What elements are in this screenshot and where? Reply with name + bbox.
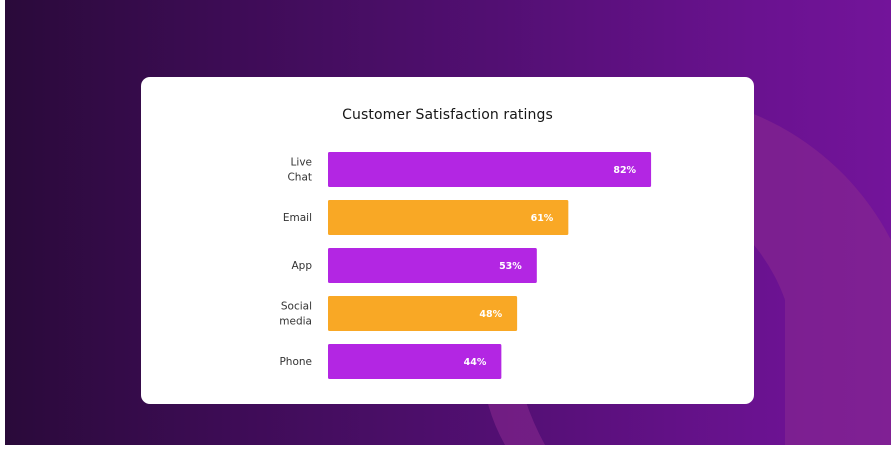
bar-app (328, 248, 537, 283)
category-label-line: Chat (287, 172, 312, 184)
bar-social-media (328, 296, 518, 331)
value-label: 61% (531, 213, 554, 224)
category-label: Phone (279, 356, 312, 368)
category-label-line: Live (291, 157, 312, 169)
chart-title: Customer Satisfaction ratings (342, 107, 553, 123)
bar-email (328, 200, 569, 235)
chart-card: Customer Satisfaction ratings 82% Live Cha… (141, 77, 754, 404)
bar-phone (328, 344, 502, 379)
category-label-line: App (291, 260, 312, 272)
category-label: Live Chat (287, 157, 312, 184)
value-label: 53% (499, 261, 522, 272)
bar-chart: 82% Live Chat 61% Email 53% App 48% Social media 4… (279, 152, 652, 379)
category-label-line: media (279, 316, 312, 328)
category-label: App (291, 260, 312, 272)
bar-live-chat (328, 152, 652, 187)
value-label: 82% (613, 165, 636, 176)
category-label-line: Phone (279, 356, 312, 368)
slide-background: Customer Satisfaction ratings 82% Live Cha… (5, 0, 891, 445)
category-label: Social media (279, 301, 312, 328)
category-label-line: Social (281, 301, 312, 313)
value-label: 48% (479, 309, 502, 320)
category-label-line: Email (283, 212, 312, 224)
category-label: Email (283, 212, 312, 224)
value-label: 44% (464, 357, 487, 368)
